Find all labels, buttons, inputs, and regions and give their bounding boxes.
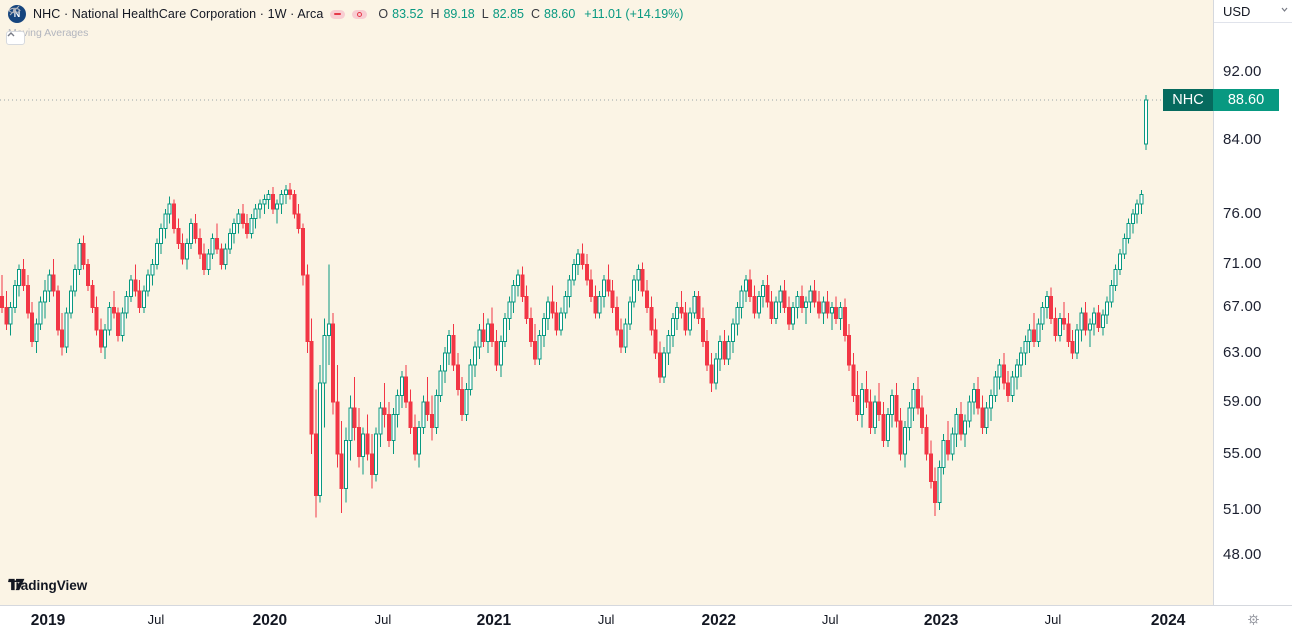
open-label: O [378, 7, 389, 21]
price-tick-label: 71.00 [1223, 255, 1262, 273]
symbol-logo-icon: N [8, 5, 26, 23]
high-value: 89.18 [443, 7, 475, 21]
candlestick-series[interactable] [0, 0, 1213, 605]
close-label: C [530, 7, 541, 21]
last-price-badge: NHC 88.60 [1163, 88, 1279, 111]
symbol-title[interactable]: NHC · National HealthCare Corporation · … [33, 7, 324, 21]
currency-selector[interactable]: USD [1214, 0, 1292, 23]
red-minus-badge-icon[interactable] [330, 9, 346, 19]
price-tick-label: 51.00 [1223, 500, 1262, 518]
price-tick-label: 63.00 [1223, 344, 1262, 362]
ohlc-values: O 83.52 H 89.18 L 82.85 C 88.60 +11.01 (+14.… [378, 7, 683, 21]
time-tick-label: Jul [597, 612, 615, 627]
high-label: H [430, 7, 440, 21]
price-tick-label: 76.00 [1223, 204, 1262, 222]
chart-pane[interactable]: N NHC · National HealthCare Corporation … [0, 0, 1213, 605]
open-value: 83.52 [392, 7, 424, 21]
low-value: 82.85 [492, 7, 524, 21]
price-tick-label: 84.00 [1223, 130, 1262, 148]
price-tick-label: 67.00 [1223, 298, 1262, 316]
time-tick-label: Jul [374, 612, 392, 627]
eye-hidden-icon[interactable] [8, 5, 21, 16]
chevron-down-icon [1281, 7, 1288, 12]
settings-gear-icon[interactable] [1246, 612, 1261, 632]
tradingview-brand-text: TradingView [8, 578, 88, 593]
low-label: L [481, 7, 489, 21]
time-tick-label: 2022 [701, 612, 737, 629]
red-ring-badge-icon[interactable] [352, 9, 368, 19]
candles [0, 95, 1148, 518]
time-tick-label: 2021 [476, 612, 512, 629]
badge-price: 88.60 [1213, 88, 1279, 111]
tradingview-mark-icon [8, 578, 25, 591]
time-tick-label: 2019 [30, 612, 66, 629]
change-value: +11.01 (+14.19%) [584, 7, 684, 21]
collapse-indicators-button[interactable] [6, 31, 25, 45]
price-tick-label: 55.00 [1223, 444, 1262, 462]
price-tick-label: 59.00 [1223, 392, 1262, 410]
price-tick-label: 48.00 [1223, 546, 1262, 563]
time-tick-label: Jul [147, 612, 165, 627]
time-tick-label: 2020 [252, 612, 288, 629]
chart-legend: N NHC · National HealthCare Corporation … [8, 5, 683, 39]
time-tick-label: 2024 [1150, 612, 1186, 629]
currency-label: USD [1223, 3, 1251, 19]
tradingview-logo[interactable]: TradingView [8, 578, 87, 593]
chevron-up-icon [7, 32, 15, 37]
time-tick-label: Jul [821, 612, 839, 627]
price-tick-label: 92.00 [1223, 63, 1262, 80]
moving-averages-label[interactable]: Moving Averages [8, 27, 89, 39]
badge-symbol: NHC [1163, 88, 1213, 111]
time-axis[interactable]: 2019 Jul 2020 Jul 2021 Jul 2022 Jul 2023 Jul 2024 [0, 605, 1292, 636]
close-value: 88.60 [544, 7, 576, 21]
time-tick-label: Jul [1044, 612, 1062, 627]
time-tick-label: 2023 [923, 612, 959, 629]
